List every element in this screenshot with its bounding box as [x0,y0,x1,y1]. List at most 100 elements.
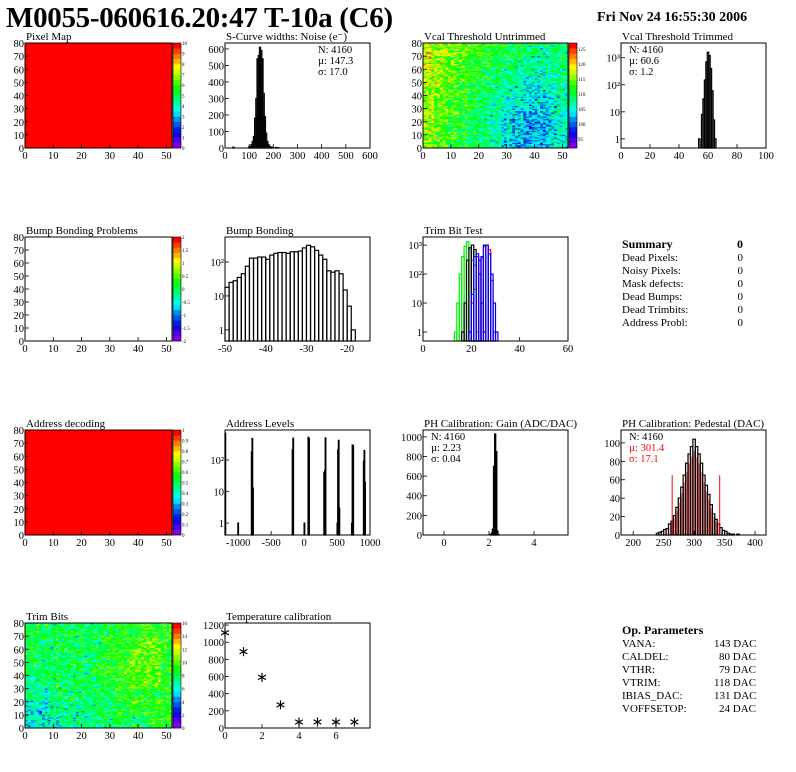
heatmap-cell [498,86,502,88]
heatmap-cell [434,134,438,137]
heatmap-cell [453,92,457,95]
heatmap-cell [453,49,457,52]
heatmap-cell [492,125,496,128]
heatmap-cell [453,54,457,57]
heatmap-cell [467,50,471,53]
heatmap-cell [487,90,491,92]
heatmap-cell [515,96,519,99]
color-scale-segment [173,466,181,473]
heatmap-cell [565,86,569,88]
heatmap-cell [453,108,457,111]
heatmap-cell [431,123,435,125]
heatmap-cell [459,121,463,124]
heatmap-cell [562,64,566,66]
heatmap-cell [464,75,468,78]
heatmap-cell [442,87,446,90]
heatmap-cell [517,85,521,87]
heatmap-cell [484,91,488,94]
heatmap-cell [542,115,546,117]
heatmap-cell [442,56,446,58]
heatmap-cell [512,141,516,144]
heatmap-cell [448,137,452,140]
heatmap-cell [523,137,527,140]
heatmap-cell [492,74,496,77]
heatmap-cell [554,79,558,82]
heatmap-cell [509,100,513,103]
heatmap-cell [515,100,519,103]
heatmap-cell [565,140,569,142]
heatmap-cell [515,64,519,66]
heatmap-cell [534,137,538,140]
heatmap-cell [423,43,427,45]
heatmap-cell [506,106,510,108]
heatmap-cell [512,43,516,45]
heatmap-cell [551,146,555,149]
heatmap-cell [545,123,549,125]
heatmap-cell [450,74,454,77]
heatmap-cell [515,61,519,63]
heatmap-cell [523,83,527,86]
heatmap-cell [428,109,432,112]
heatmap-cell [506,83,510,86]
heatmap-cell [475,130,480,133]
heatmap-cell [434,92,438,95]
heatmap-cell [509,64,513,66]
heatmap-cell [498,64,502,66]
heatmap-cell [436,100,441,103]
heatmap-cell [545,62,549,65]
heatmap-cell [551,98,555,100]
heatmap-cell [531,81,535,83]
heatmap-cell [448,90,452,92]
heatmap-cell [495,91,499,94]
heatmap-cell [450,111,454,113]
heatmap-cell [531,116,535,119]
heatmap-cell [515,78,519,81]
heatmap-cell [498,88,502,91]
heatmap-cell [434,144,438,146]
heatmap-cell [528,127,533,129]
heatmap-cell [462,136,466,138]
heatmap-cell [487,136,491,138]
heatmap-cell [545,49,549,52]
heatmap-cell [489,100,494,103]
heatmap-cell [481,43,485,45]
heatmap-cell [531,141,535,144]
heatmap-cell [475,144,480,146]
heatmap-cell [462,128,466,130]
heatmap-cell [556,108,560,111]
fit-fill [700,471,703,535]
heatmap-cell [528,94,533,96]
heatmap-cell [475,78,480,81]
heatmap-cell [520,46,524,49]
heatmap-cell [526,100,530,103]
heatmap-cell [512,86,516,88]
heatmap-cell [439,116,443,119]
heatmap-cell [526,102,530,104]
heatmap-cell [498,142,502,145]
heatmap-cell [492,92,496,95]
heatmap-cell [436,111,441,113]
heatmap-cell [517,52,521,54]
heatmap-cell [423,52,427,54]
heatmap-cell [562,91,566,94]
heatmap-cell [425,146,429,149]
heatmap-cell [556,113,560,116]
heatmap-cell [545,95,549,98]
heatmap-cell [453,44,457,46]
heatmap-cell [453,111,457,113]
heatmap-cell [506,70,510,73]
heatmap-cell [470,60,474,62]
heatmap-cell [436,108,441,111]
heatmap-cell [501,58,505,61]
histogram-bin [281,251,287,342]
heatmap-cell [554,90,558,92]
heatmap-cell [467,100,471,103]
heatmap-cell [534,81,538,83]
y-tick-label: 80 [412,39,423,50]
heatmap-cell [559,65,563,67]
heatmap-cell [439,117,443,120]
heatmap-cell [537,117,541,120]
heatmap-cell [551,132,555,134]
heatmap-cell [528,128,533,130]
heatmap-cell [542,92,546,95]
